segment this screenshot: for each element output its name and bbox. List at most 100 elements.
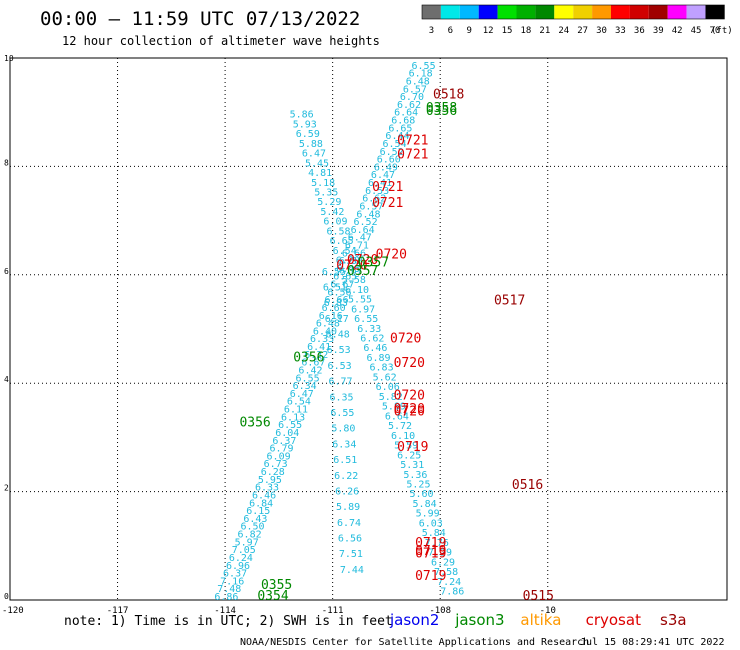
pass-time-label: 0719: [397, 440, 428, 455]
swh-value-track-b: 6.33: [357, 324, 381, 335]
colorbar-swatch: [459, 5, 479, 19]
swh-value-track-b: 5.82: [379, 392, 403, 403]
swh-value-track-a: 6.37: [272, 436, 296, 447]
swh-value-track-b: 7.76: [425, 538, 449, 549]
swh-value-track-a: 6.64: [394, 108, 418, 119]
swh-value-track-b: 6.58: [327, 226, 351, 237]
swh-value-track-c: 5.89: [336, 502, 360, 513]
colorbar-label: 18: [521, 26, 532, 36]
swh-value-track-b: 5.72: [388, 421, 412, 432]
swh-value-track-c: 6.55: [322, 267, 346, 278]
swh-value-track-a: 6.47: [371, 170, 395, 181]
swh-value-track-b: 7.29: [428, 548, 452, 559]
colorbar-label: 70: [710, 26, 721, 36]
swh-value-track-a: 6.86: [214, 592, 238, 603]
swh-value-track-b: 6.25: [397, 450, 421, 461]
swh-value-track-a: 6.65: [388, 123, 412, 134]
swh-value-track-b: 5.93: [293, 119, 317, 130]
colorbar-swatch: [478, 5, 498, 19]
swh-value-track-b: 6.37: [339, 265, 363, 276]
pass-time-label: 0719: [415, 536, 446, 551]
swh-value-track-b: 6.62: [360, 333, 384, 344]
pass-time-label: 0355: [261, 578, 292, 593]
swh-value-track-a: 6.55: [412, 61, 436, 72]
swh-value-track-a: 6.42: [298, 365, 322, 376]
swh-value-track-a: 6.47: [348, 233, 372, 244]
swh-value-track-b: 6.20: [336, 256, 360, 267]
axis-ticks: -120 -117 -114 -111 -108 -10 0 2 4 6 8 10: [2, 54, 556, 616]
swh-value-track-a: 6.84: [249, 498, 273, 509]
swh-value-track-b: 6.46: [363, 343, 387, 354]
colorbar-label: 6: [448, 26, 453, 36]
swh-value-track-a: 6.40: [313, 326, 337, 337]
x-tick-label: -108: [429, 606, 451, 616]
swh-value-track-b: 5.31: [400, 460, 424, 471]
colorbar: 3 6 9 12 15 18 21 24 27 30 33 36 39 42 45 70(ft): [421, 4, 733, 36]
y-tick-label: 2: [4, 484, 9, 493]
pass-time-label: 0358: [426, 101, 457, 116]
swh-value-track-a: 6.46: [252, 490, 276, 501]
swh-value-track-c: 7.51: [339, 549, 363, 560]
swh-value-track-a: 5.95: [258, 475, 282, 486]
pass-time-label: 0721: [397, 134, 428, 149]
swh-value-track-a: 6.62: [362, 194, 386, 205]
pass-time-label: 0721: [397, 147, 428, 162]
swh-value-track-b: 4.81: [308, 168, 332, 179]
swh-value-track-a: 5.97: [235, 537, 259, 548]
swh-value-track-b: 5.60: [409, 489, 433, 500]
swh-value-track-b: 5.36: [403, 470, 427, 481]
colorbar-swatch: [629, 5, 649, 19]
legend-s3a: s3a: [660, 611, 687, 629]
swh-value-track-a: 6.15: [246, 506, 270, 517]
colorbar-label: 15: [502, 26, 513, 36]
swh-value-track-a: 6.55: [278, 420, 302, 431]
swh-value-track-b: 6.55: [354, 314, 378, 325]
swh-value-track-a: 6.33: [255, 483, 279, 494]
swh-value-track-a: 6.56: [327, 287, 351, 298]
y-tick-label: 6: [4, 267, 9, 276]
satellite-legend: jason2 jason3 altika cryosat s3a: [389, 611, 687, 629]
swh-value-track-a: 6.55: [296, 373, 320, 384]
pass-time-label: 0721: [372, 196, 403, 211]
pass-time-label: 0720: [394, 388, 425, 403]
colorbar-swatch: [592, 5, 611, 19]
swh-value-track-c: 6.22: [334, 471, 358, 482]
swh-value-track-c: 6.83: [324, 298, 348, 309]
swh-value-track-b: 5.29: [317, 197, 341, 208]
swh-value-track-a: 6.82: [238, 530, 262, 541]
swh-value-track-a: 6.48: [356, 209, 380, 220]
swh-value-track-a: 6.57: [403, 84, 427, 95]
pass-time-label: 0356: [426, 104, 457, 119]
swh-value-track-a: 6.71: [345, 240, 369, 251]
pass-time-label: 0356: [239, 416, 270, 431]
pass-time-label: 0720: [336, 258, 367, 273]
swh-value-track-a: 6.38: [339, 256, 363, 267]
swh-value-track-b: 5.45: [305, 158, 329, 169]
colorbar-swatch: [497, 5, 517, 19]
swh-value-track-c: 6.51: [333, 455, 357, 466]
colorbar-swatch: [554, 5, 574, 19]
swh-value-track-b: 6.10: [391, 431, 415, 442]
swh-value-track-b: 5.62: [373, 372, 397, 383]
swh-value-track-a: 6.13: [281, 412, 305, 423]
swh-value-track-a: 6.18: [409, 69, 433, 80]
swh-value-track-a: 6.28: [261, 467, 285, 478]
swh-value-track-a: 6.73: [264, 459, 288, 470]
swh-value-track-c: 6.35: [329, 392, 353, 403]
swh-value-track-b: 5.35: [314, 187, 338, 198]
swh-value-track-a: 6.48: [406, 76, 430, 87]
swh-value-track-a: 6.65: [333, 272, 357, 283]
swh-value-track-a: 7.16: [220, 576, 244, 587]
swh-value-track-a: 6.62: [397, 100, 421, 111]
colorbar-label: 3: [429, 26, 434, 36]
x-tick-label: -111: [322, 606, 344, 616]
swh-value-track-a: 7.48: [217, 584, 241, 595]
chart-title: 00:00 – 11:59 UTC 07/13/2022: [40, 8, 360, 30]
pass-time-label: 0357: [347, 264, 378, 279]
swh-value-track-c: 6.34: [332, 439, 356, 450]
y-tick-label: 8: [4, 158, 9, 167]
swh-value-track-c: 6.53: [328, 361, 352, 372]
colorbar-swatch: [422, 5, 441, 19]
colorbar-label: 21: [539, 26, 550, 36]
swh-value-track-a: 6.33: [310, 334, 334, 345]
